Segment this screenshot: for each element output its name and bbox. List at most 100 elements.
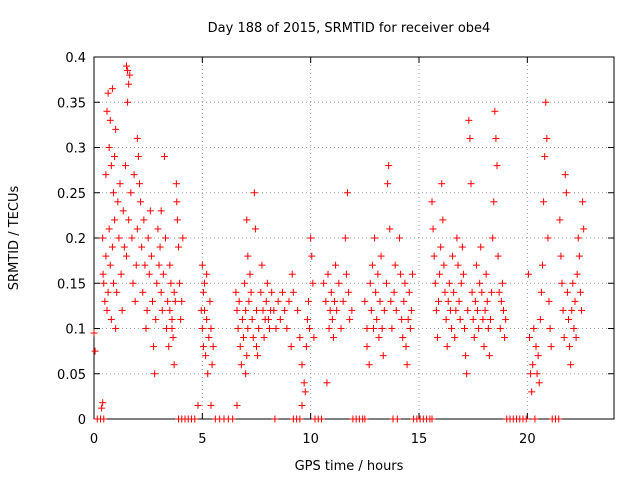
data-point <box>435 297 442 305</box>
data-point <box>465 116 473 124</box>
data-point <box>296 334 304 342</box>
data-point <box>380 306 388 314</box>
data-point <box>143 306 151 314</box>
data-point <box>110 279 117 287</box>
data-point <box>296 415 304 423</box>
data-point <box>492 134 500 142</box>
data-point <box>372 288 380 296</box>
data-point <box>279 288 286 296</box>
y-tick-label: 0.1 <box>65 323 86 338</box>
x-tick-label: 20 <box>519 432 536 447</box>
data-point <box>124 67 132 75</box>
data-point <box>320 279 328 287</box>
data-point <box>104 89 112 97</box>
data-point <box>363 343 371 351</box>
data-point <box>168 325 176 332</box>
data-point <box>385 162 393 170</box>
data-point <box>310 334 318 342</box>
data-point <box>368 261 376 269</box>
data-point <box>323 379 331 387</box>
data-point <box>157 207 165 215</box>
data-point <box>300 379 308 387</box>
data-point <box>100 415 108 423</box>
data-point <box>162 234 169 242</box>
data-point <box>531 415 539 423</box>
data-point <box>396 234 403 242</box>
data-point <box>133 134 141 142</box>
data-point <box>379 352 387 360</box>
data-point <box>346 315 354 323</box>
data-point <box>126 71 134 79</box>
data-point <box>578 306 585 314</box>
data-point <box>243 352 251 360</box>
data-point <box>298 361 306 369</box>
data-point <box>132 261 140 269</box>
data-point <box>104 288 112 296</box>
data-point <box>207 401 215 409</box>
data-point <box>464 306 472 314</box>
data-point <box>407 306 415 314</box>
data-point <box>170 361 178 369</box>
data-point <box>130 171 138 179</box>
data-point <box>388 325 396 332</box>
data-point <box>401 279 409 287</box>
data-point <box>335 279 343 287</box>
data-point <box>248 315 256 323</box>
y-axis-label: SRMTID / TECUs <box>7 186 22 291</box>
data-point <box>106 116 114 124</box>
data-point <box>125 80 133 88</box>
data-point <box>371 234 379 242</box>
data-point <box>493 162 501 170</box>
data-point <box>145 270 153 278</box>
data-point <box>285 297 293 305</box>
data-point <box>306 325 314 332</box>
data-point <box>173 198 181 206</box>
data-point <box>176 279 184 287</box>
data-point <box>502 315 510 323</box>
data-point <box>289 288 297 296</box>
data-point <box>568 306 576 314</box>
data-point <box>558 279 566 287</box>
data-point <box>455 297 463 305</box>
data-point <box>540 198 548 206</box>
data-point <box>205 334 213 342</box>
data-point <box>207 325 215 332</box>
data-point <box>483 297 491 305</box>
data-point <box>439 216 447 224</box>
data-point <box>463 370 471 378</box>
data-point <box>436 270 444 278</box>
data-point <box>124 98 132 106</box>
data-point <box>563 288 571 296</box>
data-point <box>470 334 478 342</box>
data-point <box>114 198 122 206</box>
data-point <box>172 180 180 188</box>
data-point <box>329 334 337 342</box>
data-point <box>399 334 407 342</box>
data-point <box>139 288 147 296</box>
data-point <box>331 297 338 305</box>
data-point <box>461 325 468 332</box>
data-point <box>450 288 458 296</box>
data-point <box>366 279 374 287</box>
data-point <box>107 315 115 323</box>
data-point <box>393 415 401 423</box>
data-point <box>116 180 124 188</box>
x-axis-label: GPS time / hours <box>295 459 404 474</box>
x-tick-label: 15 <box>411 432 428 447</box>
data-point <box>579 198 587 206</box>
data-point <box>149 297 156 305</box>
data-point <box>136 180 143 188</box>
data-point <box>474 306 481 314</box>
data-point <box>337 325 345 332</box>
data-point <box>194 401 202 409</box>
data-point <box>247 288 255 296</box>
data-point <box>566 343 574 351</box>
data-point <box>294 306 302 314</box>
data-point <box>441 288 449 296</box>
data-point <box>322 297 330 305</box>
data-point <box>245 297 253 305</box>
data-point <box>448 325 455 332</box>
data-point <box>242 370 250 378</box>
data-point <box>471 297 479 305</box>
data-point <box>539 261 546 269</box>
